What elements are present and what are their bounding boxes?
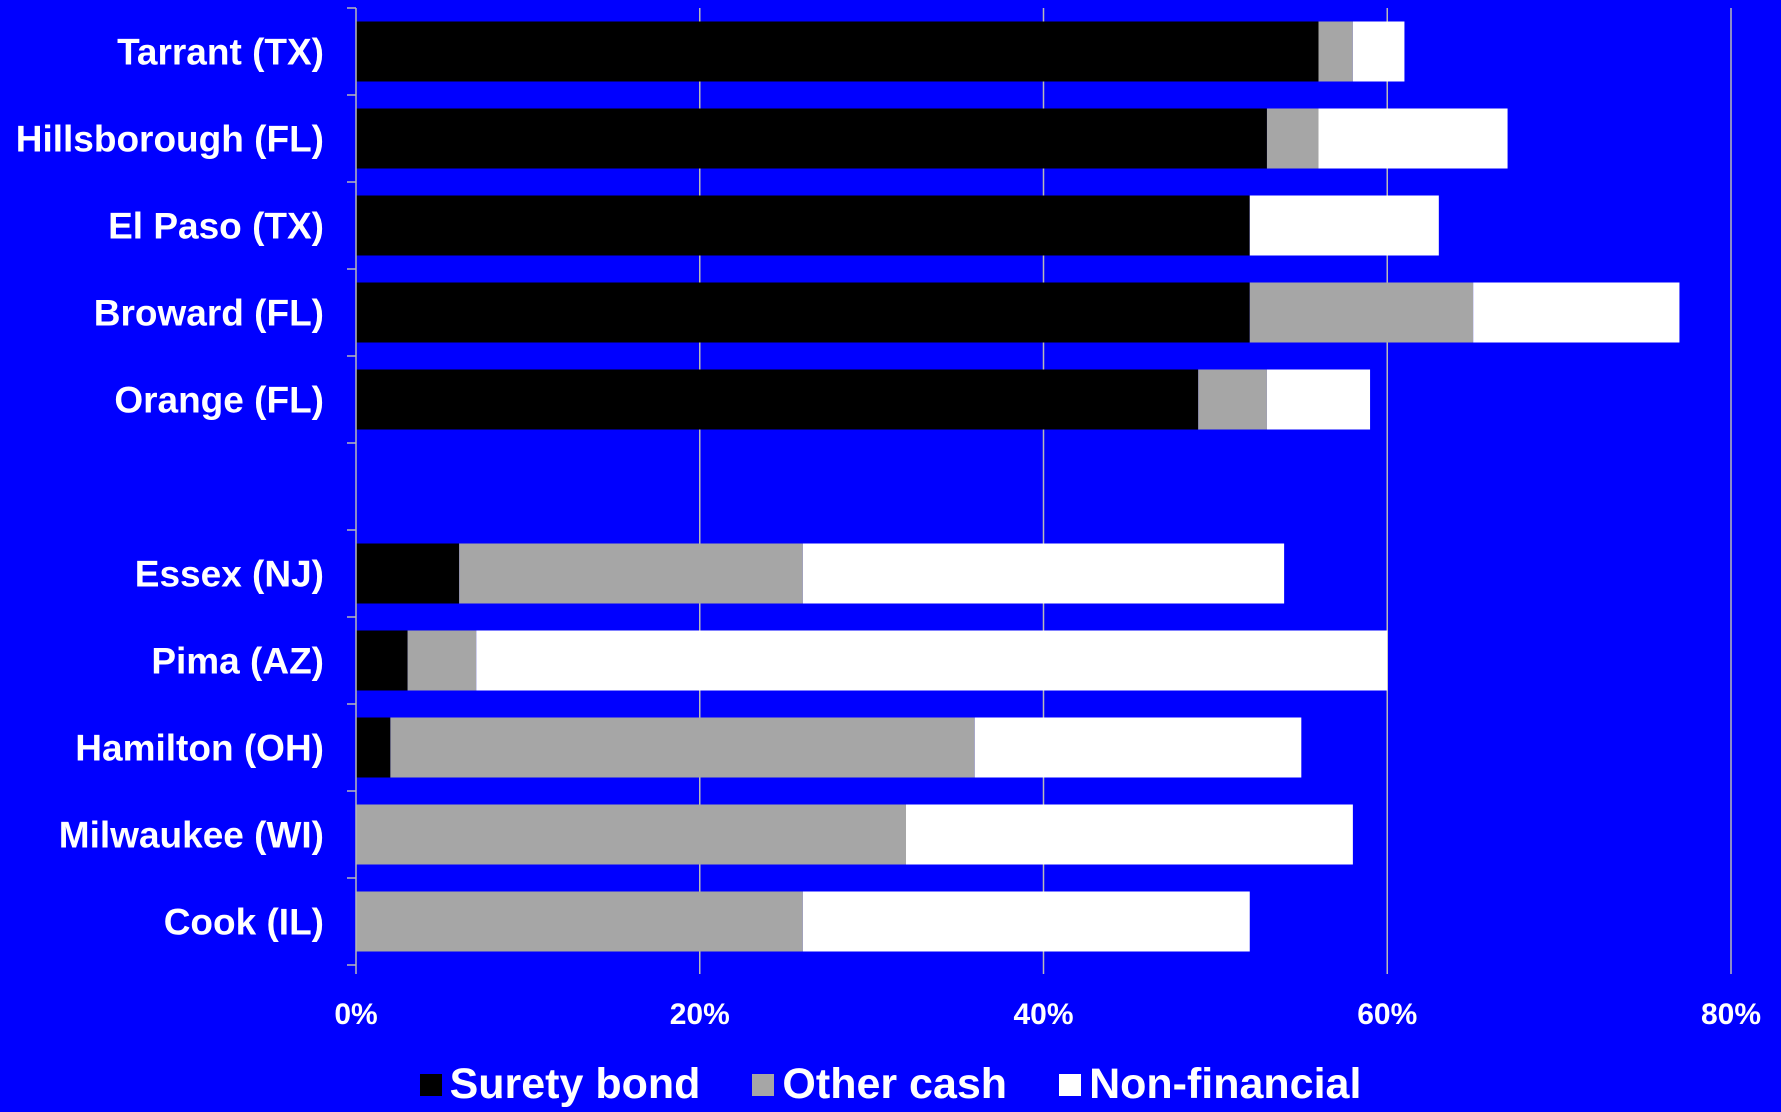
bar-non-financial-milwaukee-wi bbox=[906, 804, 1353, 865]
bar-non-financial-el-paso-tx bbox=[1249, 195, 1439, 256]
x-tick-labels: 0% 20% 40% 60% 80% bbox=[334, 998, 1761, 1031]
legend-item-other-cash: Other cash bbox=[752, 1063, 1007, 1106]
bar-surety-bond-essex-nj bbox=[356, 543, 460, 604]
legend-label-surety-bond: Surety bond bbox=[449, 1060, 701, 1108]
category-label-hillsborough-fl: Hillsborough (FL) bbox=[16, 119, 324, 160]
bar-non-financial-hamilton-oh bbox=[974, 717, 1302, 778]
bar-other-cash-essex-nj bbox=[459, 543, 803, 604]
bar-other-cash-hillsborough-fl bbox=[1266, 108, 1319, 169]
x-tick-label-60: 60% bbox=[1357, 998, 1417, 1031]
bar-non-financial-hillsborough-fl bbox=[1318, 108, 1508, 169]
legend-item-non-financial: Non-financial bbox=[1059, 1063, 1361, 1106]
legend-label-other-cash: Other cash bbox=[782, 1060, 1008, 1108]
axes bbox=[347, 7, 1732, 974]
bar-surety-bond-orange-fl bbox=[356, 369, 1199, 430]
category-label-cook-il: Cook (IL) bbox=[164, 902, 324, 943]
category-label-el-paso-tx: El Paso (TX) bbox=[108, 206, 324, 247]
bar-surety-bond-tarrant-tx bbox=[356, 21, 1319, 82]
bar-surety-bond-hamilton-oh bbox=[356, 717, 391, 778]
bar-surety-bond-broward-fl bbox=[356, 282, 1250, 343]
bar-other-cash-cook-il bbox=[356, 891, 803, 952]
x-tick-label-80: 80% bbox=[1701, 998, 1761, 1031]
legend-label-non-financial: Non-financial bbox=[1089, 1060, 1362, 1108]
bar-non-financial-cook-il bbox=[802, 891, 1250, 952]
x-tick-label-20: 20% bbox=[670, 998, 730, 1031]
bar-non-financial-broward-fl bbox=[1473, 282, 1680, 343]
legend-swatch-surety-bond bbox=[419, 1073, 442, 1096]
bar-non-financial-pima-az bbox=[476, 630, 1388, 691]
bar-surety-bond-hillsborough-fl bbox=[356, 108, 1267, 169]
bar-other-cash-orange-fl bbox=[1198, 369, 1267, 430]
x-tick-label-0: 0% bbox=[334, 998, 377, 1031]
bars bbox=[356, 21, 1680, 952]
category-label-orange-fl: Orange (FL) bbox=[114, 380, 324, 421]
category-label-hamilton-oh: Hamilton (OH) bbox=[75, 728, 324, 769]
bar-other-cash-hamilton-oh bbox=[390, 717, 975, 778]
category-label-pima-az: Pima (AZ) bbox=[151, 641, 324, 682]
x-tick-label-40: 40% bbox=[1013, 998, 1073, 1031]
legend-swatch-non-financial bbox=[1059, 1073, 1082, 1096]
bar-non-financial-orange-fl bbox=[1266, 369, 1371, 430]
legend-swatch-other-cash bbox=[752, 1073, 775, 1096]
category-labels: Tarrant (TX) Hillsborough (FL) El Paso (TX… bbox=[16, 32, 324, 943]
category-label-essex-nj: Essex (NJ) bbox=[135, 554, 324, 595]
legend: Surety bond Other cash Non-financial bbox=[0, 1063, 1781, 1106]
bar-non-financial-essex-nj bbox=[802, 543, 1285, 604]
category-label-broward-fl: Broward (FL) bbox=[94, 293, 324, 334]
bar-other-cash-tarrant-tx bbox=[1318, 21, 1353, 82]
bar-other-cash-broward-fl bbox=[1249, 282, 1474, 343]
bar-other-cash-milwaukee-wi bbox=[356, 804, 906, 865]
bar-surety-bond-pima-az bbox=[356, 630, 408, 691]
bar-surety-bond-el-paso-tx bbox=[356, 195, 1250, 256]
bar-non-financial-tarrant-tx bbox=[1352, 21, 1405, 82]
bar-other-cash-pima-az bbox=[407, 630, 477, 691]
legend-item-surety-bond: Surety bond bbox=[419, 1060, 701, 1108]
category-label-milwaukee-wi: Milwaukee (WI) bbox=[59, 815, 324, 856]
category-label-tarrant-tx: Tarrant (TX) bbox=[117, 32, 324, 73]
